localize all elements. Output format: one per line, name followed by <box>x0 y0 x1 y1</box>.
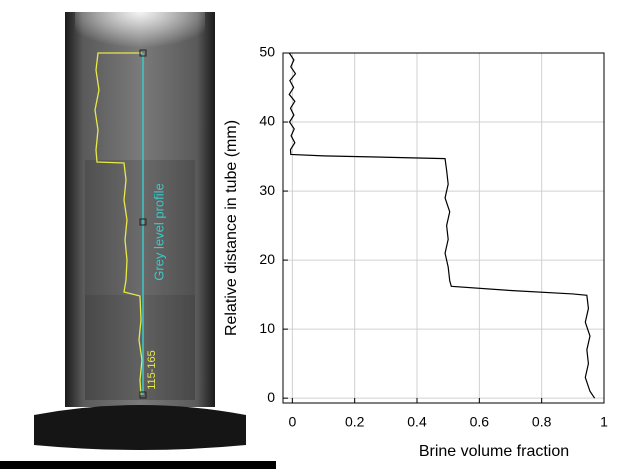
profile-label: Grey level profile <box>151 183 166 281</box>
y-axis-label: Relative distance in tube (mm) <box>223 120 240 336</box>
x-tick-label: 1 <box>600 414 608 430</box>
x-axis-label: Brine volume fraction <box>419 443 569 460</box>
y-tick-label: 0 <box>267 389 275 405</box>
y-tick-label: 10 <box>259 320 275 336</box>
y-tick-label: 20 <box>259 251 275 267</box>
y-tick-label: 50 <box>259 44 275 60</box>
tube-base <box>34 405 246 450</box>
range-label: 115-165 <box>146 350 158 390</box>
tube-glow <box>75 12 205 72</box>
grey-profile <box>94 52 143 396</box>
x-tick-label: 0.6 <box>470 414 490 430</box>
y-tick-label: 30 <box>259 182 275 198</box>
plot-frame <box>282 52 605 404</box>
tube-image: Grey level profile 115-165 <box>34 12 246 450</box>
x-tick-label: 0.4 <box>407 414 427 430</box>
profile-line <box>288 52 596 399</box>
x-tick-label: 0.2 <box>345 414 365 430</box>
handle <box>139 49 147 57</box>
x-tick-label: 0 <box>288 414 296 430</box>
handle <box>139 218 147 226</box>
y-tick-label: 40 <box>259 113 275 129</box>
tube-band <box>85 160 195 295</box>
x-tick-label: 0.8 <box>532 414 552 430</box>
tube <box>65 12 215 407</box>
handle <box>139 391 147 399</box>
scale-bar <box>0 461 276 469</box>
